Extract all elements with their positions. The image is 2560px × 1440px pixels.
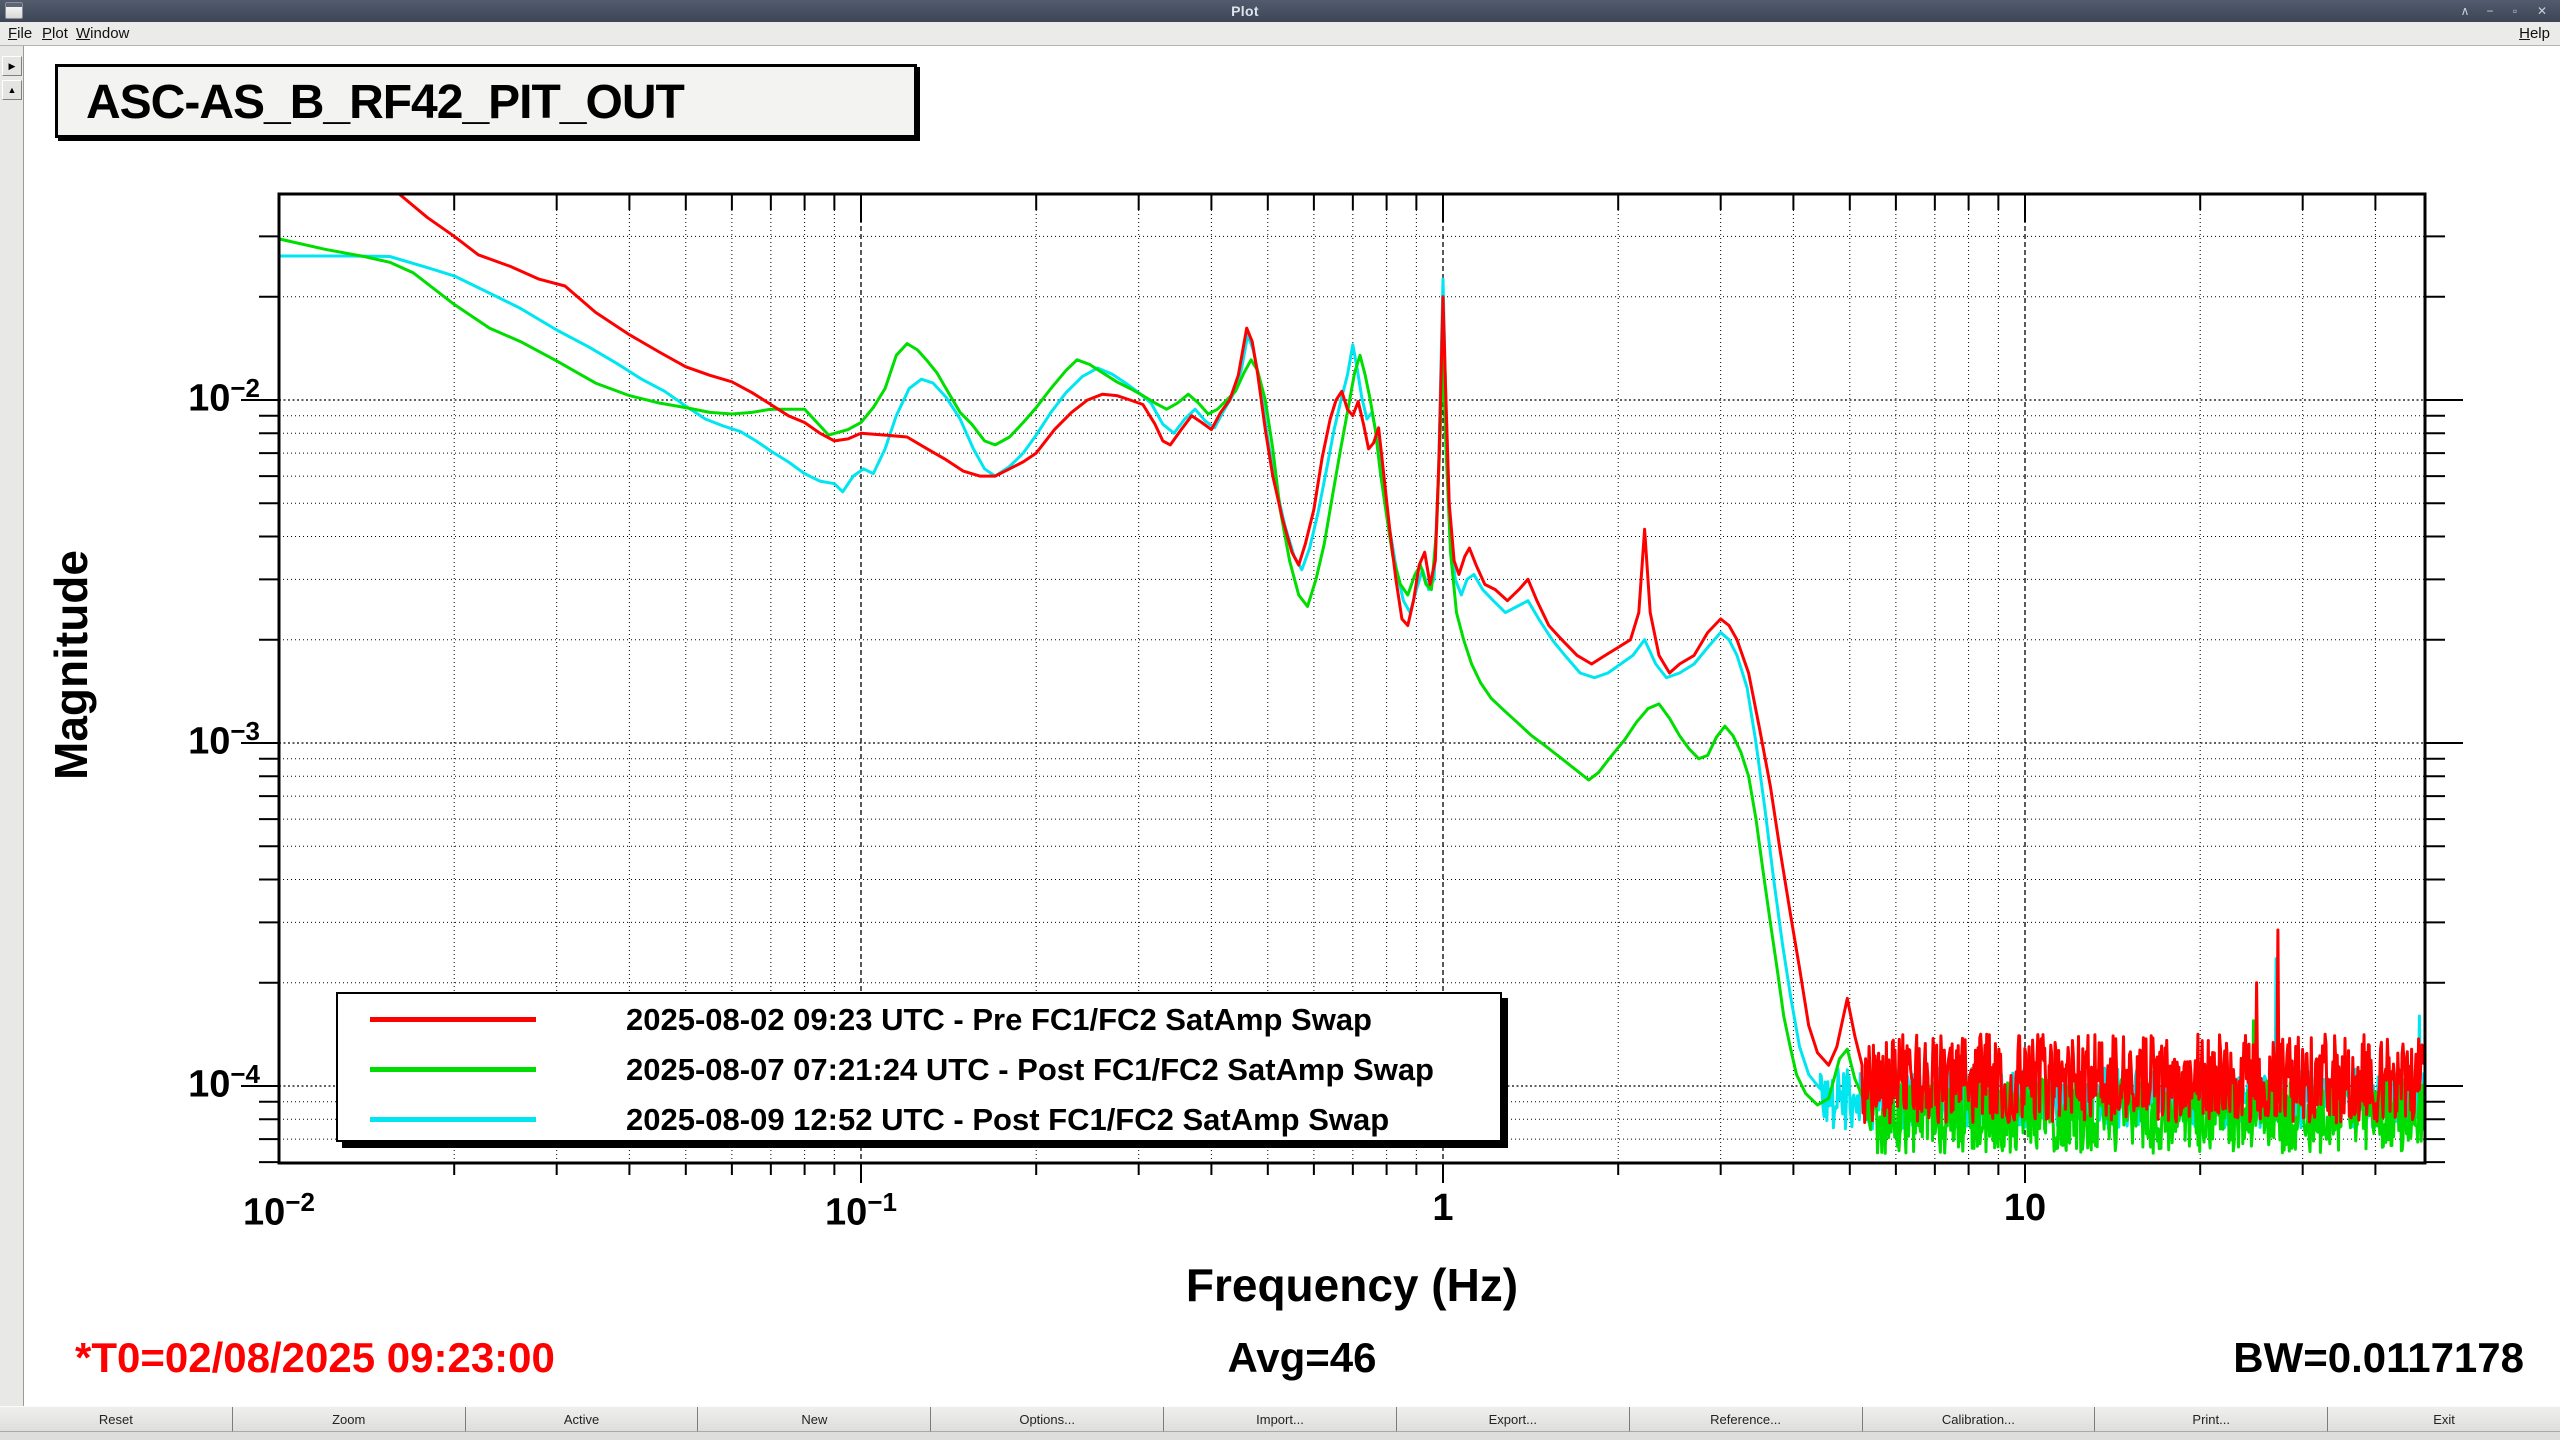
exit-button[interactable]: Exit <box>2328 1407 2560 1432</box>
y-axis-label: Magnitude <box>45 550 97 780</box>
x-tick-label: 1 <box>1432 1187 1454 1229</box>
legend: 2025-08-02 09:23 UTC - Pre FC1/FC2 SatAm… <box>336 992 1502 1142</box>
bottom-strip <box>0 1432 2560 1440</box>
up-triangle-icon: ▲ <box>7 85 17 95</box>
menu-plot-accel: P <box>42 25 53 42</box>
window-title: Plot <box>1231 3 1259 19</box>
calibration-button[interactable]: Calibration... <box>1862 1407 2096 1432</box>
reset-button[interactable]: Reset <box>0 1407 233 1432</box>
toolbar: Reset Zoom Active New Options... Import.… <box>0 1406 2560 1432</box>
export-button[interactable]: Export... <box>1396 1407 1630 1432</box>
menu-help-accel: H <box>2519 25 2530 42</box>
menu-window[interactable]: Window <box>72 24 133 44</box>
x-tick-label: 10 <box>2003 1187 2047 1229</box>
plot-canvas[interactable] <box>0 46 2560 1406</box>
window-icon <box>5 2 23 19</box>
y-tick-label: 10−4 <box>188 1059 260 1106</box>
bw-status: BW=0.0117178 <box>2233 1334 2524 1381</box>
x-tick-label: 10−1 <box>825 1187 897 1234</box>
menu-help-label: elp <box>2529 25 2550 42</box>
titlebar[interactable]: Plot ∧ − ▫ ✕ <box>0 0 2560 22</box>
menu-plot-label: lot <box>52 25 68 42</box>
legend-row: 2025-08-09 12:52 UTC - Post FC1/FC2 SatA… <box>338 1094 1500 1144</box>
menu-plot[interactable]: Plot <box>38 24 72 44</box>
zoom-button[interactable]: Zoom <box>232 1407 466 1432</box>
plot-frame <box>277 192 2427 1165</box>
menu-window-accel: W <box>76 25 91 42</box>
menubar: File Plot Window Help <box>0 22 2560 46</box>
legend-line-green <box>370 1067 536 1072</box>
right-triangle-icon: ▶ <box>8 61 16 71</box>
plot-workarea: ▶ ▲ ASC-AS_B_RF42_PIT_OUT Magnitude Freq… <box>0 46 2560 1406</box>
close-button[interactable]: ✕ <box>2536 4 2548 18</box>
x-axis-label: Frequency (Hz) <box>1185 1259 1519 1311</box>
legend-label: 2025-08-07 07:21:24 UTC - Post FC1/FC2 S… <box>626 1052 1434 1087</box>
menu-file[interactable]: File <box>4 24 36 44</box>
new-button[interactable]: New <box>698 1407 932 1432</box>
next-tab-button[interactable]: ▶ <box>2 56 22 76</box>
legend-row: 2025-08-02 09:23 UTC - Pre FC1/FC2 SatAm… <box>338 994 1500 1044</box>
traces <box>279 194 2425 1155</box>
legend-line-red <box>370 1017 536 1022</box>
active-button[interactable]: Active <box>465 1407 699 1432</box>
menu-file-label: ile <box>17 25 33 42</box>
scroll-up-button[interactable]: ▲ <box>2 80 22 100</box>
plot-title-box: ASC-AS_B_RF42_PIT_OUT <box>55 64 917 138</box>
legend-label: 2025-08-02 09:23 UTC - Pre FC1/FC2 SatAm… <box>626 1002 1372 1037</box>
shade-button[interactable]: ∧ <box>2460 4 2470 18</box>
minimize-button[interactable]: − <box>2486 4 2494 18</box>
legend-line-cyan <box>370 1117 536 1122</box>
trace-0 <box>396 194 2425 1125</box>
side-strip: ▶ ▲ <box>0 46 24 1406</box>
options-button[interactable]: Options... <box>931 1407 1165 1432</box>
menu-file-accel: F <box>8 25 18 42</box>
menu-window-label: indow <box>90 25 130 42</box>
plot-title: ASC-AS_B_RF42_PIT_OUT <box>86 76 685 129</box>
x-tick-label: 10−2 <box>243 1187 315 1234</box>
import-button[interactable]: Import... <box>1164 1407 1397 1432</box>
y-tick-label: 10−2 <box>188 373 260 420</box>
reference-button[interactable]: Reference... <box>1629 1407 1863 1432</box>
print-button[interactable]: Print... <box>2095 1407 2329 1432</box>
t0-status: *T0=02/08/2025 09:23:00 <box>75 1334 555 1381</box>
menu-help[interactable]: Help <box>2515 24 2554 44</box>
axis-ticks <box>241 194 2463 1183</box>
legend-row: 2025-08-07 07:21:24 UTC - Post FC1/FC2 S… <box>338 1044 1500 1094</box>
legend-label: 2025-08-09 12:52 UTC - Post FC1/FC2 SatA… <box>626 1102 1390 1137</box>
maximize-button[interactable]: ▫ <box>2512 4 2518 18</box>
avg-status: Avg=46 <box>1227 1334 1377 1381</box>
y-tick-label: 10−3 <box>188 716 260 763</box>
